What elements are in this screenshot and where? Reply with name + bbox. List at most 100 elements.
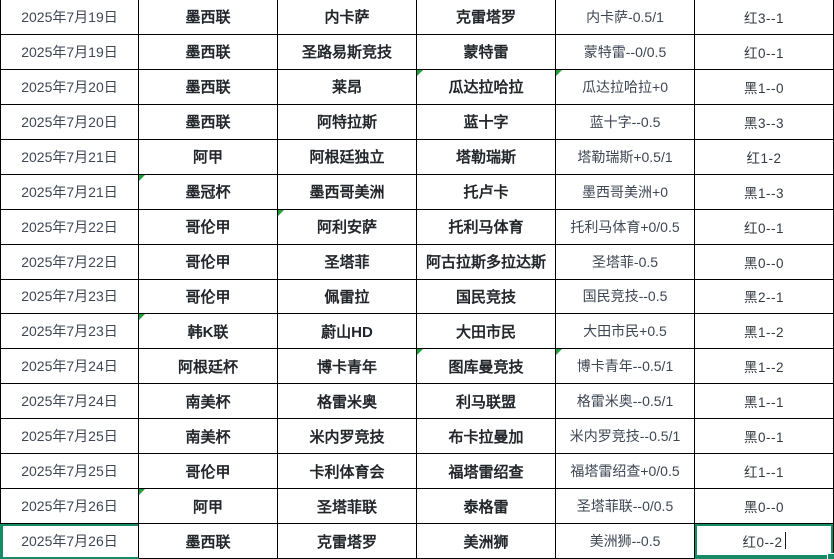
cell-away-team[interactable]: 福塔雷绍查 <box>417 454 556 490</box>
cell-handicap[interactable]: 墨西哥美洲+0 <box>556 174 695 210</box>
cell-date[interactable]: 2025年7月19日 <box>0 0 139 35</box>
cell-result[interactable]: 红1-2 <box>695 139 834 175</box>
cell-home-team[interactable]: 墨西哥美洲 <box>278 174 417 210</box>
cell-away-team[interactable]: 塔勒瑞斯 <box>417 139 556 175</box>
cell-league[interactable]: 阿甲 <box>139 139 278 175</box>
cell-away-team[interactable]: 托卢卡 <box>417 174 556 210</box>
cell-away-team[interactable]: 布卡拉曼加 <box>417 419 556 455</box>
cell-home-team[interactable]: 莱昂 <box>278 69 417 105</box>
cell-away-team[interactable]: 蓝十字 <box>417 104 556 140</box>
cell-handicap[interactable]: 国民竞技--0.5 <box>556 279 695 315</box>
cell-home-team[interactable]: 米内罗竞技 <box>278 419 417 455</box>
cell-handicap[interactable]: 博卡青年--0.5/1 <box>556 349 695 385</box>
cell-result[interactable]: 黑1--2 <box>695 314 834 350</box>
cell-league[interactable]: 哥伦甲 <box>139 244 278 280</box>
cell-date[interactable]: 2025年7月26日 <box>0 489 139 525</box>
cell-handicap[interactable]: 格雷米奥--0.5/1 <box>556 384 695 420</box>
cell-handicap[interactable]: 大田市民+0.5 <box>556 314 695 350</box>
cell-result[interactable]: 黑3--3 <box>695 104 834 140</box>
cell-handicap[interactable]: 米内罗竞技--0.5/1 <box>556 419 695 455</box>
cell-league[interactable]: 南美杯 <box>139 419 278 455</box>
cell-league[interactable]: 墨西联 <box>139 104 278 140</box>
result-text: 黑1--2 <box>743 325 784 341</box>
cell-date[interactable]: 2025年7月24日 <box>0 384 139 420</box>
cell-result[interactable]: 黑1--3 <box>695 174 834 210</box>
cell-handicap[interactable]: 福塔雷绍查+0/0.5 <box>556 454 695 490</box>
cell-away-team[interactable]: 大田市民 <box>417 314 556 350</box>
cell-date[interactable]: 2025年7月20日 <box>0 104 139 140</box>
cell-date[interactable]: 2025年7月22日 <box>0 209 139 245</box>
cell-date[interactable]: 2025年7月23日 <box>0 279 139 315</box>
cell-date[interactable]: 2025年7月24日 <box>0 349 139 385</box>
cell-away-team[interactable]: 国民竞技 <box>417 279 556 315</box>
cell-league[interactable]: 墨西联 <box>139 69 278 105</box>
cell-league[interactable]: 南美杯 <box>139 384 278 420</box>
cell-away-team[interactable]: 阿古拉斯多拉达斯 <box>417 244 556 280</box>
cell-league[interactable]: 哥伦甲 <box>139 279 278 315</box>
cell-date[interactable]: 2025年7月25日 <box>0 419 139 455</box>
cell-away-team[interactable]: 瓜达拉哈拉 <box>417 69 556 105</box>
cell-result[interactable]: 黑0--0 <box>695 489 834 525</box>
cell-home-team[interactable]: 圣塔菲 <box>278 244 417 280</box>
cell-handicap[interactable]: 蓝十字--0.5 <box>556 104 695 140</box>
cell-handicap[interactable]: 托利马体育+0/0.5 <box>556 209 695 245</box>
cell-away-team[interactable]: 托利马体育 <box>417 209 556 245</box>
cell-away-team[interactable]: 克雷塔罗 <box>417 0 556 35</box>
cell-result[interactable]: 红3--1 <box>695 0 834 35</box>
cell-date[interactable]: 2025年7月22日 <box>0 244 139 280</box>
cell-handicap[interactable]: 内卡萨-0.5/1 <box>556 0 695 35</box>
cell-home-team[interactable]: 佩雷拉 <box>278 279 417 315</box>
cell-handicap[interactable]: 圣塔菲-0.5 <box>556 244 695 280</box>
cell-result[interactable]: 红0--1 <box>695 34 834 70</box>
cell-date[interactable]: 2025年7月19日 <box>0 34 139 70</box>
cell-home-team[interactable]: 圣塔菲联 <box>278 489 417 525</box>
cell-home-team[interactable]: 卡利体育会 <box>278 454 417 490</box>
cell-result[interactable]: 黑1--0 <box>695 69 834 105</box>
cell-result[interactable]: 黑2--1 <box>695 279 834 315</box>
cell-league[interactable]: 哥伦甲 <box>139 209 278 245</box>
cell-home-team[interactable]: 阿特拉斯 <box>278 104 417 140</box>
cell-home-team[interactable]: 圣路易斯竞技 <box>278 34 417 70</box>
cell-date[interactable]: 2025年7月23日 <box>0 314 139 350</box>
cell-league[interactable]: 阿甲 <box>139 489 278 525</box>
cell-home-team[interactable]: 格雷米奥 <box>278 384 417 420</box>
cell-home-team[interactable]: 内卡萨 <box>278 0 417 35</box>
cell-date[interactable]: 2025年7月25日 <box>0 454 139 490</box>
cell-league[interactable]: 墨西联 <box>139 524 278 559</box>
cell-handicap[interactable]: 圣塔菲联--0/0.5 <box>556 489 695 525</box>
cell-result[interactable]: 黑0--1 <box>695 419 834 455</box>
cell-home-team[interactable]: 克雷塔罗 <box>278 524 417 559</box>
cell-date[interactable]: 2025年7月20日 <box>0 69 139 105</box>
cell-league[interactable]: 墨西联 <box>139 0 278 35</box>
cell-home-team[interactable]: 蔚山HD <box>278 314 417 350</box>
cell-date[interactable]: 2025年7月21日 <box>0 139 139 175</box>
cell-home-team[interactable]: 阿根廷独立 <box>278 139 417 175</box>
cell-away-team[interactable]: 蒙特雷 <box>417 34 556 70</box>
cell-home-team[interactable]: 阿利安萨 <box>278 209 417 245</box>
cell-result[interactable]: 黑0--0 <box>695 244 834 280</box>
cell-league[interactable]: 墨西联 <box>139 34 278 70</box>
cell-result[interactable]: 红0--1 <box>695 209 834 245</box>
cell-league[interactable]: 哥伦甲 <box>139 454 278 490</box>
fill-handle[interactable] <box>827 553 834 559</box>
cell-date[interactable]: 2025年7月21日 <box>0 174 139 210</box>
cell-result[interactable]: 黑1--2 <box>695 349 834 385</box>
cell-result[interactable]: 红1--1 <box>695 454 834 490</box>
cell-date[interactable]: 2025年7月26日 <box>0 524 139 559</box>
cell-league[interactable]: 阿根廷杯 <box>139 349 278 385</box>
cell-league[interactable]: 墨冠杯 <box>139 174 278 210</box>
cell-away-team[interactable]: 泰格雷 <box>417 489 556 525</box>
cell-handicap[interactable]: 蒙特雷--0/0.5 <box>556 34 695 70</box>
cell-result[interactable]: 红0--2 <box>695 524 834 559</box>
cell-away-team[interactable]: 图库曼竞技 <box>417 349 556 385</box>
handicap-text: 蓝十字--0.5 <box>589 113 661 130</box>
cell-away-team[interactable]: 美洲狮 <box>417 524 556 559</box>
cell-league[interactable]: 韩K联 <box>139 314 278 350</box>
cell-handicap[interactable]: 瓜达拉哈拉+0 <box>556 69 695 105</box>
cell-away-team[interactable]: 利马联盟 <box>417 384 556 420</box>
cell-result[interactable]: 黑1--1 <box>695 384 834 420</box>
cell-home-team[interactable]: 博卡青年 <box>278 349 417 385</box>
handicap-text: 格雷米奥--0.5/1 <box>576 393 674 410</box>
cell-handicap[interactable]: 美洲狮--0.5 <box>556 524 695 559</box>
cell-handicap[interactable]: 塔勒瑞斯+0.5/1 <box>556 139 695 175</box>
